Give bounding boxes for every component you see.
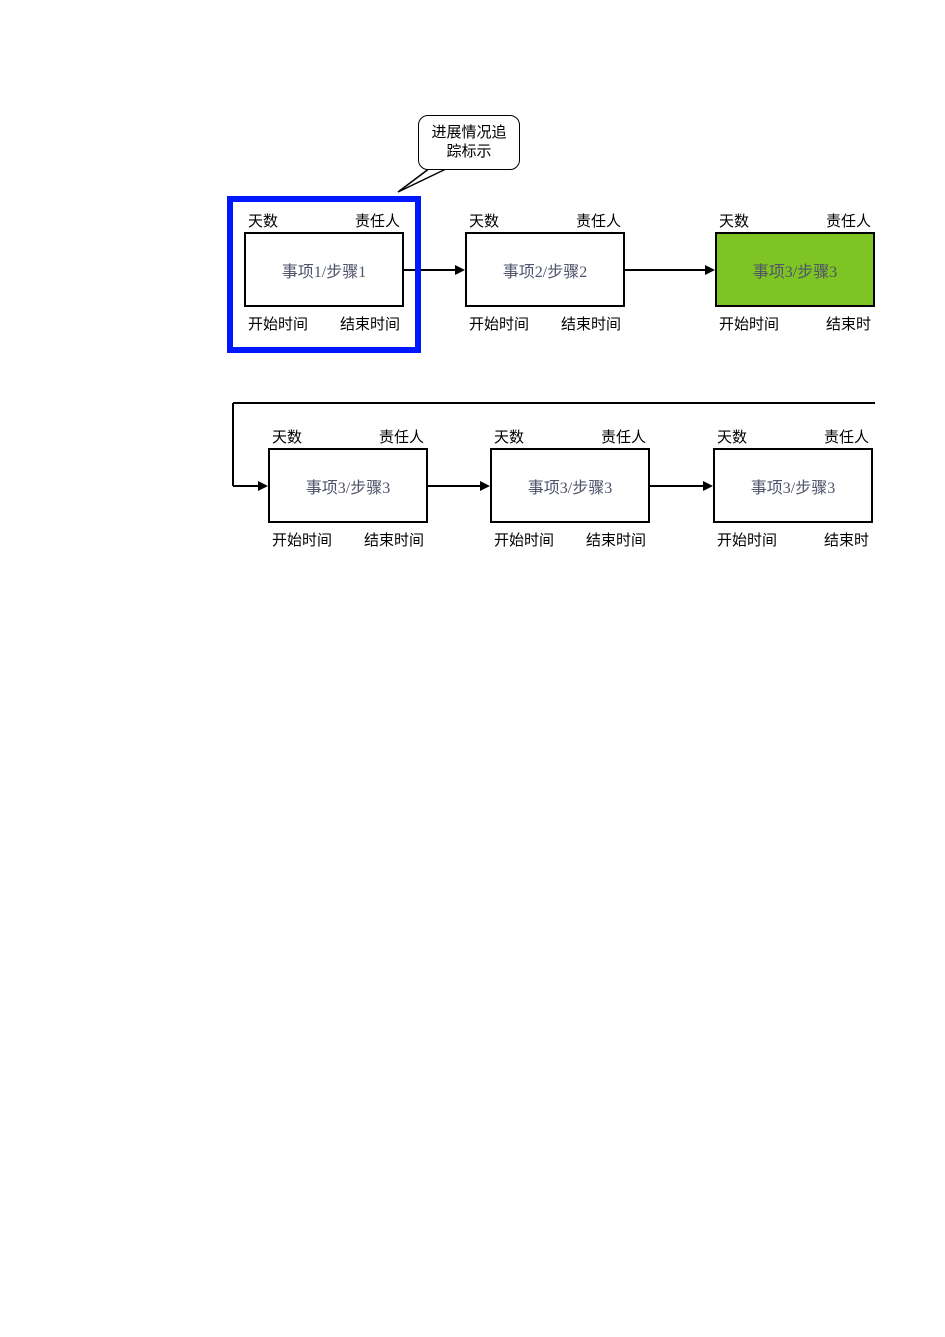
flow-node-n6: 事项3/步骤3天数责任人开始时间结束时 (713, 448, 873, 523)
callout-tail (398, 168, 448, 192)
callout-bubble: 进展情况追踪标示 (418, 115, 520, 170)
label-owner: 责任人 (826, 210, 871, 231)
diagram-canvas: 进展情况追踪标示 事项1/步骤1天数责任人开始时间结束时间事项2/步骤2天数责任… (0, 0, 945, 1337)
flow-node-box: 事项3/步骤3 (713, 448, 873, 523)
flow-node-box: 事项2/步骤2 (465, 232, 625, 307)
label-days: 天数 (469, 210, 499, 231)
label-owner: 责任人 (355, 210, 400, 231)
label-owner: 责任人 (576, 210, 621, 231)
arrow-a45 (428, 481, 490, 491)
arrow-into4 (233, 481, 268, 491)
flow-node-title: 事项2/步骤2 (503, 258, 587, 282)
label-days: 天数 (272, 426, 302, 447)
flow-node-title: 事项3/步骤3 (528, 474, 612, 498)
flow-node-n2: 事项2/步骤2天数责任人开始时间结束时间 (465, 232, 625, 307)
flow-node-n3: 事项3/步骤3天数责任人开始时间结束时 (715, 232, 875, 307)
flow-node-box: 事项3/步骤3 (268, 448, 428, 523)
label-owner: 责任人 (379, 426, 424, 447)
label-end-time: 结束时间 (364, 529, 424, 550)
label-days: 天数 (248, 210, 278, 231)
label-start-time: 开始时间 (717, 529, 777, 550)
flow-node-n4: 事项3/步骤3天数责任人开始时间结束时间 (268, 448, 428, 523)
label-start-time: 开始时间 (494, 529, 554, 550)
flow-node-box: 事项1/步骤1 (244, 232, 404, 307)
label-end-time: 结束时 (826, 313, 871, 334)
label-start-time: 开始时间 (248, 313, 308, 334)
flow-node-title: 事项3/步骤3 (753, 258, 837, 282)
flow-node-n5: 事项3/步骤3天数责任人开始时间结束时间 (490, 448, 650, 523)
label-end-time: 结束时间 (561, 313, 621, 334)
flow-node-box: 事项3/步骤3 (715, 232, 875, 307)
flow-node-n1: 事项1/步骤1天数责任人开始时间结束时间 (244, 232, 404, 307)
label-days: 天数 (494, 426, 524, 447)
label-start-time: 开始时间 (469, 313, 529, 334)
callout-text: 进展情况追踪标示 (425, 124, 513, 162)
arrow-a23 (625, 265, 715, 275)
flow-node-title: 事项3/步骤3 (306, 474, 390, 498)
flow-node-title: 事项3/步骤3 (751, 474, 835, 498)
label-owner: 责任人 (601, 426, 646, 447)
arrow-a56 (650, 481, 713, 491)
label-end-time: 结束时间 (586, 529, 646, 550)
flow-node-title: 事项1/步骤1 (282, 258, 366, 282)
connector-layer (0, 0, 945, 1337)
label-owner: 责任人 (824, 426, 869, 447)
arrow-a12 (404, 265, 465, 275)
label-start-time: 开始时间 (272, 529, 332, 550)
flow-node-box: 事项3/步骤3 (490, 448, 650, 523)
label-days: 天数 (719, 210, 749, 231)
label-end-time: 结束时 (824, 529, 869, 550)
label-end-time: 结束时间 (340, 313, 400, 334)
label-start-time: 开始时间 (719, 313, 779, 334)
label-days: 天数 (717, 426, 747, 447)
